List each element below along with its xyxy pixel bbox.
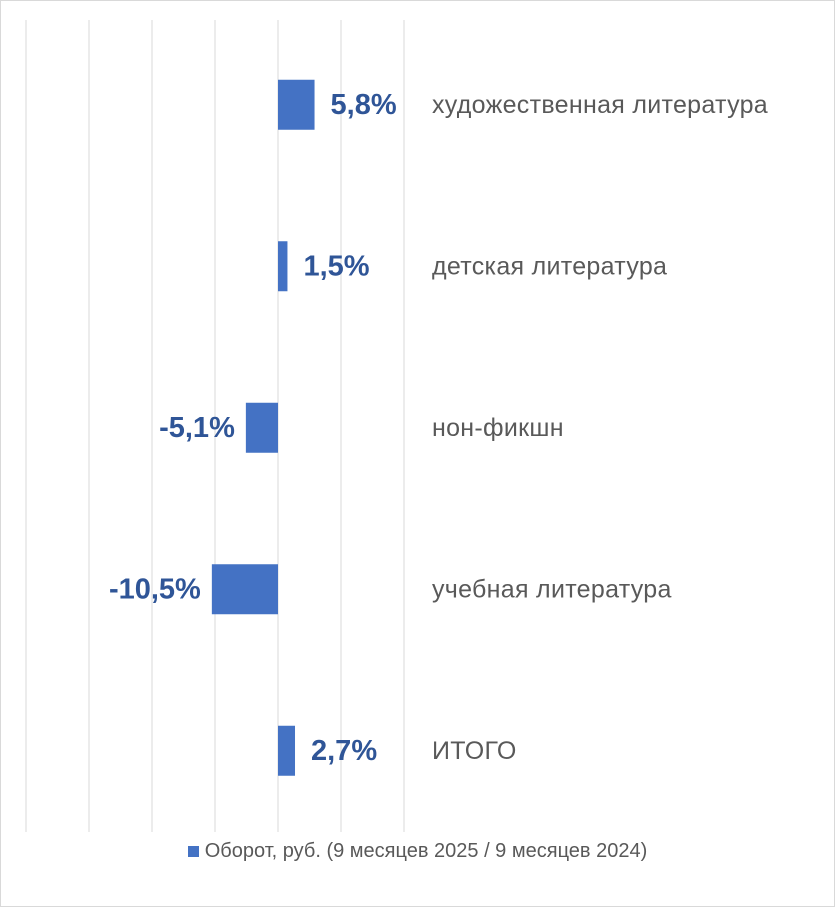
bars [211, 79, 315, 776]
category-label: художественная литература [432, 91, 768, 119]
data-label: -10,5% [109, 573, 201, 605]
category-labels: художественная литература детская литерат… [432, 91, 768, 765]
data-label: 1,5% [303, 250, 369, 282]
data-label: -5,1% [159, 412, 235, 444]
value-labels: 5,8% 1,5% -5,1% -10,5% 2,7% [109, 89, 397, 767]
category-label: ИТОГО [432, 737, 517, 765]
bar [211, 564, 278, 615]
legend: Оборот, руб. (9 месяцев 2025 / 9 месяцев… [0, 836, 835, 866]
bar [278, 725, 296, 776]
bar [278, 79, 315, 130]
category-label: учебная литература [432, 575, 672, 603]
legend-label: Оборот, руб. (9 месяцев 2025 / 9 месяцев… [204, 839, 648, 862]
data-label: 5,8% [331, 89, 397, 121]
category-label: детская литература [432, 252, 667, 280]
data-label: 2,7% [311, 735, 377, 767]
legend-swatch [187, 845, 199, 857]
category-label: нон-фикшн [432, 414, 564, 442]
bar [278, 241, 288, 292]
bar [245, 402, 278, 453]
